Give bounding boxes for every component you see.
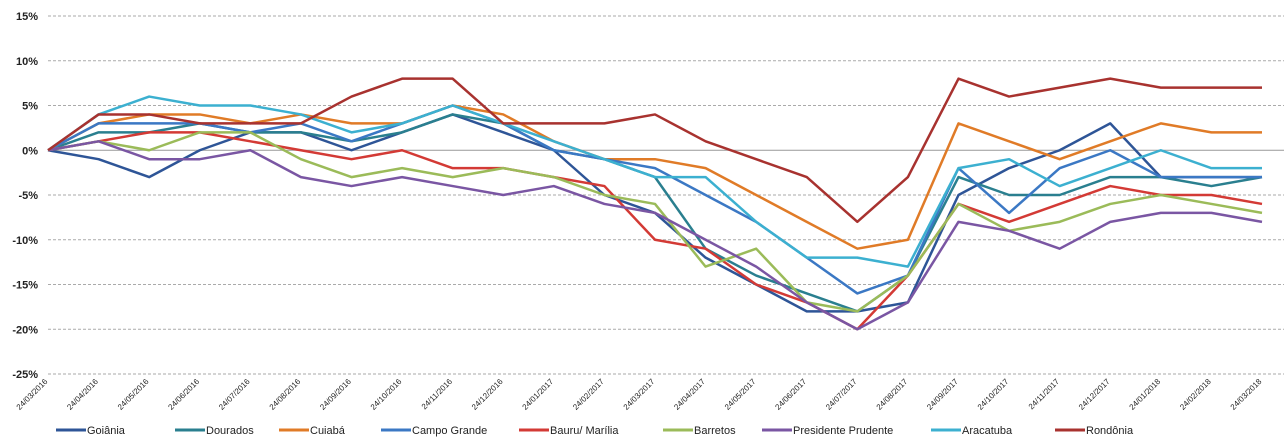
x-tick-label: 24/07/2017 [824, 377, 859, 412]
x-tick-label: 24/08/2017 [875, 377, 910, 412]
y-tick-label: -10% [12, 235, 38, 247]
y-tick-label: -20% [12, 324, 38, 336]
x-tick-label: 24/03/2016 [15, 377, 50, 412]
x-tick-label: 24/10/2016 [369, 377, 404, 412]
legend-label: Presidente Prudente [793, 425, 893, 437]
x-tick-label: 24/03/2017 [622, 377, 657, 412]
x-tick-label: 24/06/2017 [773, 377, 808, 412]
x-tick-label: 24/09/2017 [925, 377, 960, 412]
x-tick-label: 24/03/2018 [1229, 377, 1264, 412]
y-tick-label: -15% [12, 280, 38, 292]
legend-label: Rondônia [1086, 425, 1134, 437]
legend-label: Bauru/ Marília [550, 425, 619, 437]
x-tick-label: 24/10/2017 [976, 377, 1011, 412]
legend-label: Cuiabá [310, 425, 346, 437]
x-tick-label: 24/05/2016 [116, 377, 151, 412]
series-line [47, 95, 1262, 268]
legend-label: Campo Grande [412, 425, 487, 437]
legend-label: Barretos [694, 425, 736, 437]
y-tick-label: -5% [18, 190, 38, 202]
legend-label: Aracatuba [962, 425, 1013, 437]
y-tick-label: 10% [16, 56, 38, 68]
x-tick-label: 24/09/2016 [318, 377, 353, 412]
series-line [47, 140, 1263, 331]
x-tick-label: 24/04/2016 [65, 377, 100, 412]
series-line [47, 77, 1262, 224]
x-tick-label: 24/11/2017 [1027, 377, 1062, 412]
legend-label: Goiânia [87, 425, 126, 437]
x-tick-label: 24/12/2016 [470, 377, 505, 412]
series-line [47, 131, 1263, 313]
y-tick-label: -25% [12, 369, 38, 381]
x-tick-label: 24/12/2017 [1077, 377, 1112, 412]
x-tick-label: 24/02/2018 [1178, 377, 1213, 412]
series-line [47, 104, 1262, 295]
x-tick-label: 24/06/2016 [166, 377, 201, 412]
x-tick-label: 24/05/2017 [723, 377, 758, 412]
x-tick-label: 24/11/2016 [420, 377, 455, 412]
x-tick-label: 24/01/2018 [1128, 377, 1163, 412]
series-line [47, 131, 1263, 331]
x-tick-label: 24/01/2017 [521, 377, 556, 412]
y-tick-label: 15% [16, 11, 38, 23]
legend-label: Dourados [206, 425, 254, 437]
y-tick-label: 0% [22, 145, 38, 157]
x-tick-label: 24/07/2016 [217, 377, 252, 412]
x-tick-label: 24/08/2016 [268, 377, 303, 412]
x-tick-label: 24/04/2017 [672, 377, 707, 412]
x-tick-label: 24/02/2017 [571, 377, 606, 412]
y-tick-label: 5% [22, 101, 38, 113]
